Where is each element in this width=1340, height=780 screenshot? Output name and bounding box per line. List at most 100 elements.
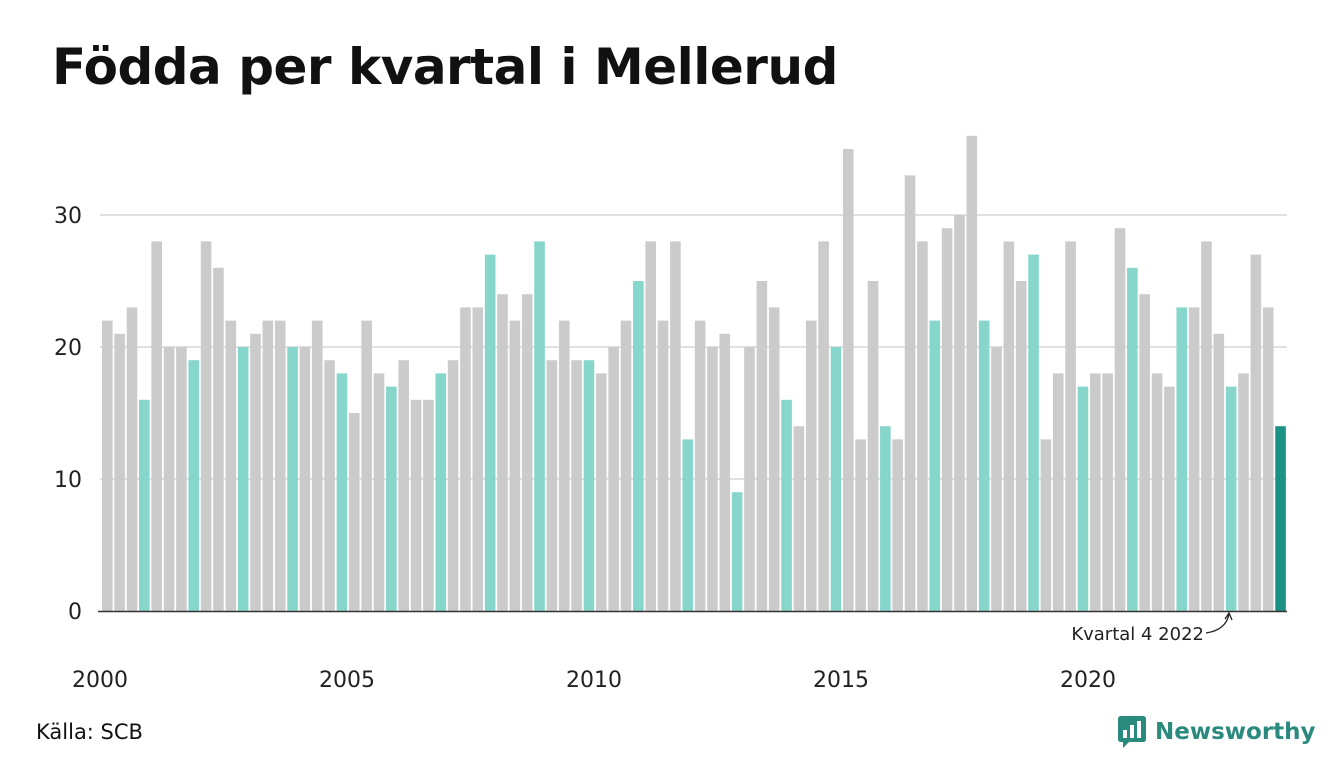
- x-tick-label: 2000: [72, 668, 128, 693]
- bar: [1090, 373, 1101, 611]
- bar: [311, 320, 323, 611]
- brand-name: Newsworthy: [1155, 719, 1316, 745]
- bar: [1275, 426, 1286, 611]
- bar: [1127, 267, 1138, 611]
- bar: [1114, 228, 1126, 611]
- bar: [633, 281, 644, 611]
- bar: [373, 373, 385, 611]
- bar: [892, 439, 903, 611]
- bar: [213, 267, 224, 611]
- bar: [682, 439, 694, 611]
- bar: [250, 333, 261, 611]
- annotation-arrowhead: [1224, 611, 1233, 621]
- bar: [447, 360, 459, 611]
- newsworthy-logo-icon: [1118, 716, 1146, 748]
- bar: [274, 320, 286, 611]
- x-tick-label: 2010: [566, 668, 622, 693]
- bar: [867, 281, 879, 611]
- bar: [262, 320, 274, 611]
- bar: [176, 347, 187, 611]
- brand-logo: Newsworthy: [1117, 714, 1316, 750]
- bar: [1213, 333, 1225, 611]
- axes: 0 10 20 30 2000 2005 2010 2015 2020: [54, 204, 1287, 693]
- bar: [139, 399, 150, 611]
- bar: [991, 347, 1002, 611]
- bar: [509, 320, 521, 611]
- bar: [1201, 241, 1212, 611]
- bar: [583, 360, 595, 611]
- bar: [1250, 254, 1262, 611]
- bar: [237, 347, 249, 611]
- bar: [102, 320, 113, 611]
- bar: [1139, 294, 1150, 611]
- bar: [1003, 241, 1015, 611]
- bar: [151, 241, 162, 611]
- bar: [1164, 386, 1175, 611]
- bar: [472, 307, 484, 611]
- x-tick-label: 2005: [319, 668, 375, 693]
- bar: [1176, 307, 1188, 611]
- bar: [781, 399, 792, 611]
- bar: [1225, 386, 1237, 611]
- bar: [620, 320, 632, 611]
- bar: [200, 241, 212, 611]
- bar: [1065, 241, 1076, 611]
- bar: [386, 386, 397, 611]
- annotation: Kvartal 4 2022: [1071, 611, 1233, 645]
- bar: [1077, 386, 1089, 611]
- bar: [904, 175, 916, 611]
- bar: [731, 492, 743, 611]
- bar: [1188, 307, 1200, 611]
- bar: [398, 360, 409, 611]
- y-tick-label: 20: [54, 336, 82, 361]
- bar: [941, 228, 953, 611]
- source-label: Källa: SCB: [36, 720, 143, 744]
- bar: [558, 320, 570, 611]
- bar: [521, 294, 533, 611]
- x-tick-label: 2015: [813, 668, 869, 693]
- annotation-label: Kvartal 4 2022: [1071, 624, 1204, 645]
- bar: [608, 347, 619, 611]
- bar: [571, 360, 582, 611]
- bar: [114, 333, 125, 611]
- bar: [287, 347, 298, 611]
- bar: [1052, 373, 1064, 611]
- bar: [163, 347, 175, 611]
- bar: [361, 320, 372, 611]
- bar: [645, 241, 656, 611]
- bar: [966, 135, 978, 612]
- bar: [1102, 373, 1113, 611]
- bar: [855, 439, 866, 611]
- bar: [1040, 439, 1052, 611]
- bar: [423, 399, 434, 611]
- bar: [336, 373, 348, 611]
- bar: [188, 360, 200, 611]
- annotation-arrow: [1205, 613, 1230, 634]
- bar: [756, 281, 768, 611]
- bar: [546, 360, 558, 611]
- bar: [880, 426, 891, 611]
- bar: [484, 254, 496, 611]
- x-tick-label: 2020: [1060, 668, 1116, 693]
- bar: [126, 307, 138, 611]
- bar: [596, 373, 607, 611]
- bar: [460, 307, 471, 611]
- bar: [719, 333, 731, 611]
- y-tick-label: 30: [54, 204, 82, 229]
- bar: [1028, 254, 1039, 611]
- bar: [324, 360, 335, 611]
- bar: [793, 426, 805, 611]
- y-tick-label: 10: [54, 468, 82, 493]
- bar: [435, 373, 447, 611]
- bar: [843, 149, 854, 611]
- bar: [299, 347, 311, 611]
- bar: [707, 347, 718, 611]
- bar: [534, 241, 545, 611]
- bar: [917, 241, 928, 611]
- bar: [1151, 373, 1163, 611]
- bars: [102, 135, 1286, 612]
- bar: [818, 241, 829, 611]
- bar: [954, 215, 965, 611]
- bar: [744, 347, 755, 611]
